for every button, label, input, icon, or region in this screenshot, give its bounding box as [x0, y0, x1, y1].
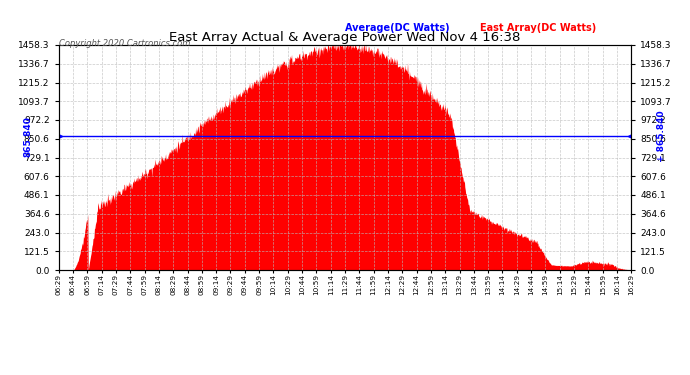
- Text: East Array(DC Watts): East Array(DC Watts): [480, 22, 596, 33]
- Text: Copyright 2020 Cartronics.com: Copyright 2020 Cartronics.com: [59, 39, 190, 48]
- Text: 865.840: 865.840: [23, 116, 32, 157]
- Text: Average(DC Watts): Average(DC Watts): [345, 22, 450, 33]
- Title: East Array Actual & Average Power Wed Nov 4 16:38: East Array Actual & Average Power Wed No…: [169, 31, 521, 44]
- Text: + 865.840: + 865.840: [658, 111, 667, 162]
